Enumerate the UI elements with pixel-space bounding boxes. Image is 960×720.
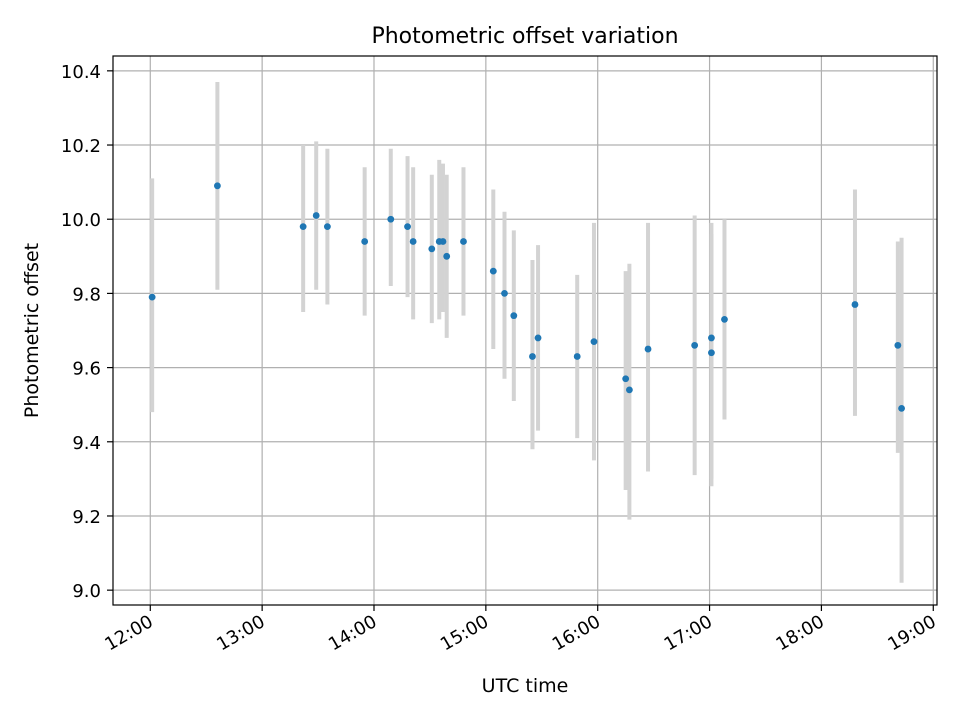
- x-tick-label: 13:00: [213, 611, 268, 655]
- x-tick-label: 15:00: [437, 611, 492, 655]
- data-point: [387, 215, 395, 223]
- y-tick-label: 10.0: [61, 210, 101, 231]
- data-point: [644, 345, 652, 353]
- y-tick-label: 9.0: [72, 581, 101, 602]
- chart-title: Photometric offset variation: [371, 24, 678, 49]
- data-point: [573, 353, 581, 360]
- data-point: [708, 334, 715, 342]
- data-point: [691, 341, 699, 349]
- data-point: [622, 375, 630, 383]
- x-axis-label: UTC time: [482, 675, 569, 697]
- y-tick-label: 9.6: [72, 359, 101, 380]
- point-layer: [148, 182, 905, 412]
- y-axis-label: Photometric offset: [21, 243, 43, 418]
- y-tick-label: 10.2: [61, 136, 101, 157]
- y-tick-label: 9.8: [72, 284, 101, 305]
- errorbar-layer: [150, 81, 904, 583]
- y-tick-label: 9.2: [72, 507, 101, 528]
- data-point: [443, 252, 451, 260]
- y-tick-label: 10.4: [61, 62, 101, 83]
- x-tick-label: 19:00: [884, 611, 939, 655]
- x-tick-label: 18:00: [772, 611, 827, 655]
- data-point: [428, 245, 436, 253]
- x-tick-label: 16:00: [549, 611, 604, 655]
- data-point: [312, 212, 320, 219]
- data-point: [534, 334, 542, 342]
- data-point: [439, 238, 447, 245]
- data-point: [213, 182, 221, 190]
- data-point: [625, 386, 633, 394]
- data-point: [299, 223, 307, 231]
- data-point: [590, 338, 598, 346]
- data-point: [708, 349, 715, 357]
- data-point: [409, 238, 417, 245]
- data-point: [460, 238, 467, 245]
- axis-layer: 9.0 9.2 9.4 9.6 9.8 10.0 10.2 10.4 12:00 13:00 14:…: [61, 62, 940, 655]
- x-tick-label: 14:00: [325, 611, 380, 655]
- data-point: [898, 404, 905, 412]
- data-point: [510, 312, 518, 320]
- data-point: [721, 315, 728, 323]
- x-tick-label: 12:00: [101, 611, 156, 655]
- data-point: [404, 223, 411, 231]
- data-point: [361, 238, 369, 245]
- x-tick-label: 17:00: [661, 611, 716, 655]
- data-point: [894, 341, 902, 349]
- y-tick-label: 9.4: [72, 433, 101, 454]
- data-point: [529, 353, 536, 360]
- plot-frame: [112, 55, 938, 606]
- grid-layer: [113, 56, 937, 605]
- data-point: [851, 301, 859, 308]
- data-point: [489, 267, 497, 275]
- data-point: [323, 223, 331, 231]
- data-point: [148, 293, 156, 301]
- data-point: [501, 290, 508, 297]
